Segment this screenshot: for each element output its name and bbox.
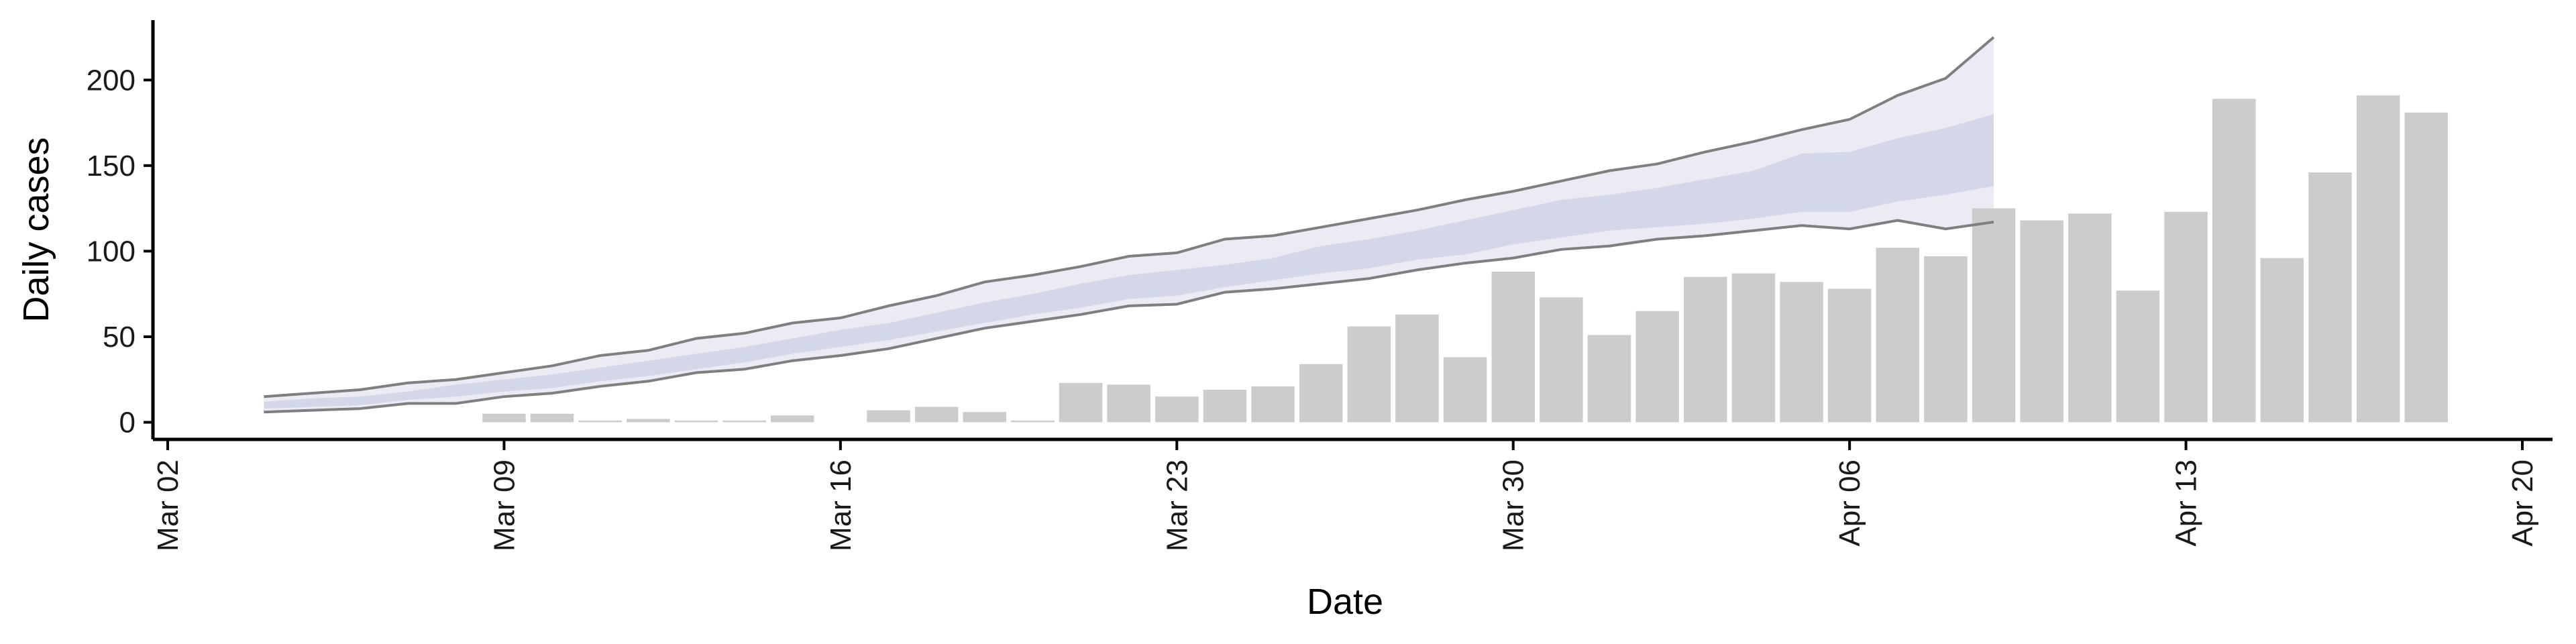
bar-2020-03-18: [914, 407, 959, 423]
y-tick-label: 100: [87, 235, 136, 268]
bar-2020-04-16: [2308, 172, 2352, 423]
bar-2020-03-09: [482, 413, 526, 423]
bar-2020-04-09: [1972, 208, 2016, 423]
x-tick-label: Apr 20: [2506, 460, 2539, 547]
bar-2020-03-11: [578, 420, 622, 423]
bar-2020-04-07: [1876, 248, 1919, 423]
x-tick-label: Mar 23: [1161, 460, 1193, 551]
bound-line-layer: [264, 36, 1995, 414]
x-axis-title: Date: [1307, 582, 1383, 622]
bar-2020-03-27: [1347, 326, 1391, 423]
bar-2020-04-13: [2164, 211, 2208, 423]
bar-2020-04-05: [1780, 282, 1823, 423]
bar-2020-04-10: [2020, 220, 2063, 423]
bar-2020-03-12: [627, 419, 670, 423]
bar-2020-04-14: [2212, 99, 2256, 423]
bar-2020-04-03: [1684, 276, 1727, 423]
bar-2020-04-04: [1731, 273, 1776, 423]
bar-2020-04-18: [2404, 112, 2448, 423]
bar-2020-03-31: [1540, 297, 1583, 423]
x-tick-label: Mar 02: [152, 460, 184, 551]
axes: [151, 20, 2553, 441]
bar-2020-03-30: [1491, 272, 1535, 423]
bar-2020-03-17: [867, 410, 910, 423]
bar-2020-03-26: [1299, 364, 1343, 423]
lower-bound-line: [264, 219, 1994, 414]
y-tick-label: 0: [119, 406, 136, 439]
bar-2020-03-13: [674, 420, 718, 423]
bar-2020-03-22: [1107, 384, 1150, 423]
upper-bound-line: [264, 36, 1995, 398]
bar-2020-04-01: [1587, 335, 1631, 423]
bar-2020-03-20: [1011, 420, 1055, 423]
bar-2020-03-19: [963, 412, 1006, 423]
bar-2020-03-25: [1251, 386, 1295, 423]
bar-2020-03-29: [1443, 357, 1487, 423]
bar-2020-03-23: [1155, 396, 1199, 423]
y-tick-label: 50: [103, 321, 136, 354]
y-tick-label: 150: [87, 150, 136, 182]
y-tick-label: 200: [87, 64, 136, 97]
bar-2020-04-02: [1635, 311, 1679, 423]
x-tick-label: Mar 30: [1497, 460, 1530, 551]
bar-2020-04-12: [2116, 290, 2160, 423]
y-axis-title: Daily cases: [16, 137, 56, 322]
bar-2020-03-15: [771, 415, 814, 423]
x-tick-label: Apr 06: [1833, 460, 1866, 547]
bar-2020-04-06: [1827, 288, 1872, 423]
x-tick-label: Mar 09: [488, 460, 521, 551]
bar-2020-03-21: [1059, 382, 1103, 423]
x-tick-label: Apr 13: [2170, 460, 2203, 547]
bar-2020-04-08: [1924, 256, 1968, 423]
bar-2020-04-17: [2356, 95, 2400, 423]
bar-2020-03-14: [722, 420, 766, 423]
x-tick-label: Mar 16: [824, 460, 857, 551]
bar-layer: [482, 95, 2448, 423]
bar-2020-04-11: [2068, 213, 2112, 423]
y-axis-ticks: 0 50 100 150 200: [87, 64, 153, 439]
estimate-band-layer: [264, 37, 1994, 413]
x-axis-ticks: Mar 02 Mar 09 Mar 16 Mar 23 Mar 30 Apr 06 Apr …: [152, 439, 2539, 551]
bar-2020-03-28: [1395, 314, 1439, 423]
bar-2020-03-24: [1203, 390, 1247, 423]
bar-2020-04-15: [2260, 258, 2304, 423]
bar-2020-03-10: [530, 413, 574, 423]
